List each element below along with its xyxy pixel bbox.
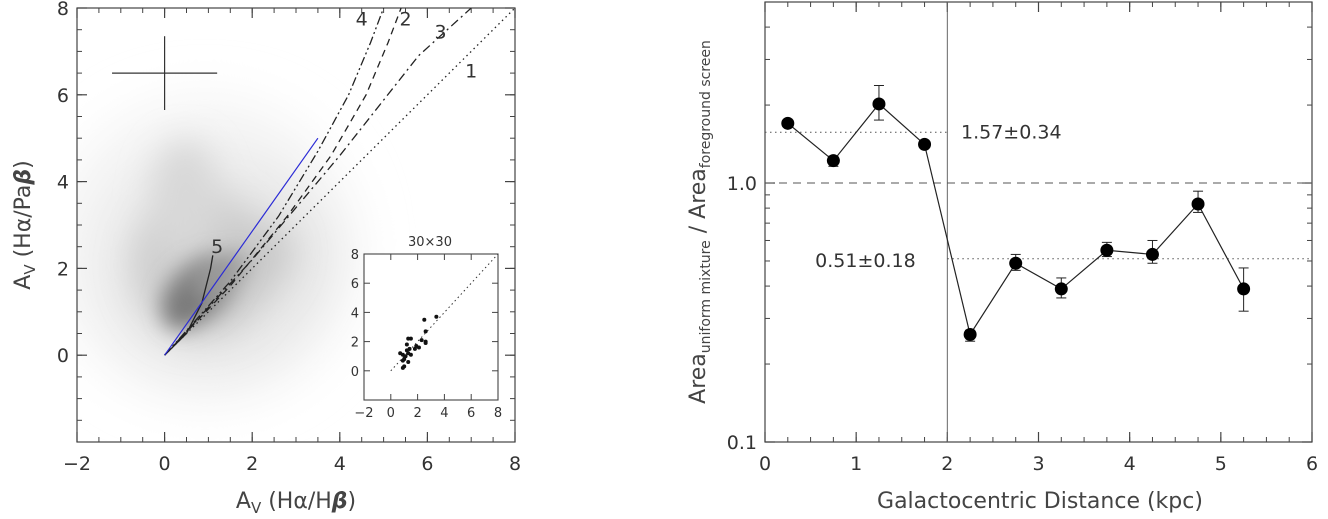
right-x-tick-label: 2 bbox=[941, 453, 953, 475]
right-x-tick-label: 0 bbox=[759, 453, 771, 475]
inset-point bbox=[400, 365, 405, 370]
curve-label-2: 2 bbox=[399, 8, 411, 30]
inset-point bbox=[423, 341, 428, 346]
curve-label-1: 1 bbox=[465, 60, 477, 82]
inset-x-tick-label: 8 bbox=[494, 406, 502, 421]
left-x-tick-label: 0 bbox=[159, 453, 171, 475]
inset-y-tick-label: 8 bbox=[351, 248, 359, 263]
right-x-tick-label: 6 bbox=[1306, 453, 1318, 475]
inset-point bbox=[423, 329, 428, 334]
density-cloud bbox=[77, 100, 355, 400]
right-y-tick-label: 0.1 bbox=[727, 432, 757, 454]
inset-y-tick-label: 0 bbox=[351, 365, 359, 380]
inset-y-tick-label: 4 bbox=[351, 306, 359, 321]
inset-point bbox=[404, 342, 409, 347]
curve-label-3: 3 bbox=[434, 21, 446, 43]
inset-x-tick-label: −2 bbox=[354, 406, 373, 421]
model-curve-2 bbox=[164, 8, 402, 356]
data-point bbox=[781, 116, 795, 130]
left-y-axis-label: AV (Hα/Paβ) bbox=[11, 160, 39, 289]
inset-point bbox=[406, 336, 411, 341]
inset-point bbox=[419, 338, 424, 343]
inset-y-tick-label: 2 bbox=[351, 336, 359, 351]
inset-x-tick-label: 6 bbox=[467, 406, 475, 421]
inset-point bbox=[422, 317, 427, 322]
inset-point bbox=[434, 314, 439, 319]
right-x-tick-label: 5 bbox=[1215, 453, 1227, 475]
mean-annotation: 1.57±0.34 bbox=[961, 121, 1062, 143]
inset-plot: 30×30 −2 0 2 4 6 8 0 2 4 6 8 bbox=[351, 235, 502, 421]
left-x-tick-label: 4 bbox=[334, 453, 346, 475]
right-y-tick-label: 1.0 bbox=[727, 173, 757, 195]
inset-y-tick-label: 6 bbox=[351, 277, 359, 292]
left-y-tick-label: 2 bbox=[57, 258, 69, 280]
right-axes-frame bbox=[764, 1, 1313, 443]
left-y-tick-label: 8 bbox=[57, 0, 69, 20]
inset-x-tick-label: 0 bbox=[387, 406, 395, 421]
left-x-tick-label: 2 bbox=[246, 453, 258, 475]
data-point bbox=[1009, 256, 1023, 270]
right-x-axis-label: Galactocentric Distance (kpc) bbox=[877, 489, 1203, 514]
left-y-tick-label: 6 bbox=[57, 85, 69, 107]
left-x-axis-label: AV (Hα/Hβ) bbox=[236, 489, 356, 517]
curve-label-4: 4 bbox=[356, 8, 368, 30]
data-point bbox=[1100, 243, 1114, 257]
left-y-tick-label: 4 bbox=[57, 172, 69, 194]
model-curve-1 bbox=[164, 8, 515, 356]
left-x-tick-label: −2 bbox=[63, 453, 91, 475]
inset-title: 30×30 bbox=[408, 235, 452, 250]
inset-point bbox=[408, 352, 413, 357]
inset-point bbox=[416, 345, 421, 350]
blue-reference-line bbox=[164, 137, 319, 356]
data-point bbox=[1145, 247, 1159, 261]
inset-point bbox=[407, 346, 412, 351]
right-x-tick-label: 4 bbox=[1124, 453, 1136, 475]
data-point bbox=[1191, 197, 1205, 211]
left-y-tick-label: 0 bbox=[57, 345, 69, 367]
inset-point bbox=[403, 354, 408, 359]
left-x-tick-label: 8 bbox=[509, 453, 521, 475]
data-point bbox=[826, 154, 840, 168]
mean-annotation: 0.51±0.18 bbox=[815, 250, 916, 272]
left-panel: −2 0 2 4 6 8 0 2 4 6 8 4 2 31 5 AV (Hα/Hβ) AV (Hα/Paβ… bbox=[11, 0, 521, 517]
right-x-tick-label: 3 bbox=[1032, 453, 1044, 475]
inset-x-tick-label: 2 bbox=[413, 406, 421, 421]
left-x-tick-label: 6 bbox=[421, 453, 433, 475]
right-y-axis-label: Areauniform mixture / Areaforeground scr… bbox=[686, 40, 714, 404]
inset-point bbox=[406, 360, 411, 365]
data-point bbox=[1237, 282, 1251, 296]
data-point bbox=[963, 328, 977, 342]
right-panel: 0 1 2 3 4 5 6 0.1 1.0 1.57±0.34 0.51±0.18 Galacto… bbox=[686, 1, 1318, 514]
data-point bbox=[918, 137, 932, 151]
data-point bbox=[872, 97, 886, 111]
inset-x-tick-label: 4 bbox=[440, 406, 448, 421]
model-curve-4 bbox=[164, 8, 385, 356]
data-point bbox=[1054, 282, 1068, 296]
curve-label-5: 5 bbox=[211, 236, 223, 258]
right-x-tick-label: 1 bbox=[850, 453, 862, 475]
